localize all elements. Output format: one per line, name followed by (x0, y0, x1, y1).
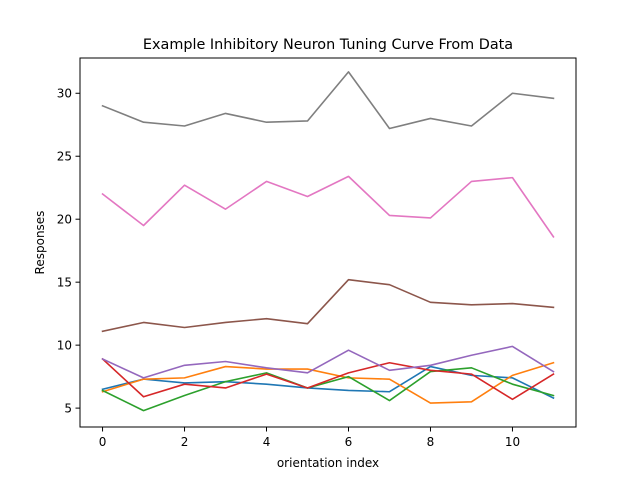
y-tick-label: 30 (57, 87, 72, 101)
y-axis-label: Responses (33, 211, 47, 275)
y-tick-label: 25 (57, 150, 72, 164)
chart-title: Example Inhibitory Neuron Tuning Curve F… (143, 37, 513, 53)
x-tick-label: 6 (345, 435, 353, 449)
series-line-3 (101, 367, 555, 412)
x-tick-label: 8 (427, 435, 435, 449)
y-tick-label: 10 (57, 338, 72, 352)
plot-frame (79, 57, 577, 428)
x-tick-label: 10 (505, 435, 520, 449)
series-line-2 (101, 361, 555, 404)
x-tick-label: 2 (181, 435, 189, 449)
x-tick-label: 4 (263, 435, 271, 449)
series-line-7 (101, 175, 555, 238)
series-line-4 (101, 357, 555, 401)
y-tick-label: 20 (57, 213, 72, 227)
series-line-6 (101, 278, 555, 333)
y-axis: 5 10 15 20 25 30 (57, 87, 80, 415)
x-axis-label: orientation index (277, 456, 379, 470)
series-line-8 (101, 71, 555, 130)
x-axis: 0 2 4 6 8 10 (99, 427, 520, 449)
x-tick-label: 0 (99, 435, 107, 449)
series-line-5 (101, 345, 555, 379)
y-tick-label: 15 (57, 275, 72, 289)
series-line-1 (101, 365, 555, 400)
series-layer (101, 71, 555, 412)
y-tick-label: 5 (64, 401, 72, 415)
